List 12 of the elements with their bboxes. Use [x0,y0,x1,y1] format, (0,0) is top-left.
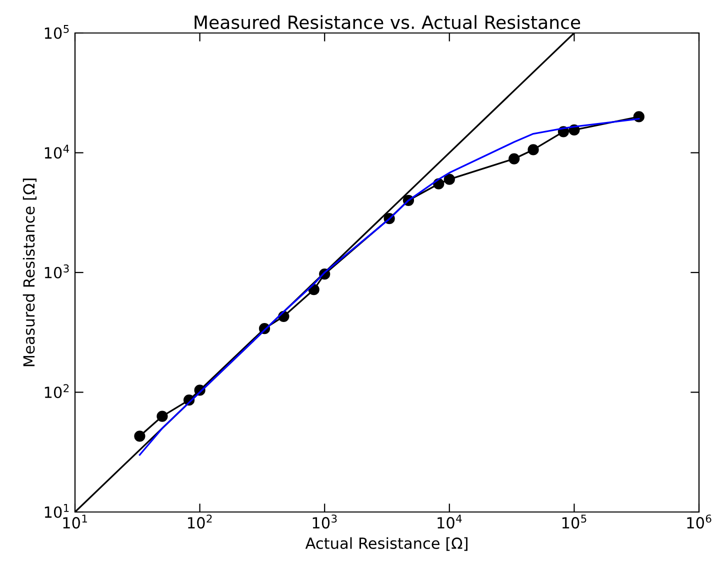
x-tick-label: 10$^{2}$ [188,514,212,529]
y-tick-label: 10$^{3}$ [44,264,69,278]
chart-title: Measured Resistance vs. Actual Resistance [194,15,580,30]
x-tick-label: 10$^{5}$ [562,514,586,529]
y-axis-title: Measured Resistance [Ω] [22,178,37,366]
y-tick-label: 10$^{4}$ [44,144,70,159]
x-axis-title: Actual Resistance [Ω] [305,537,468,551]
y-tick-label: 10$^{5}$ [44,25,69,39]
x-tick-label: 10$^{3}$ [312,514,337,529]
x-tick-label: 10$^{4}$ [438,514,462,529]
x-tick-label: 10$^{6}$ [687,514,712,529]
y-tick-label: 10$^{2}$ [44,384,69,398]
